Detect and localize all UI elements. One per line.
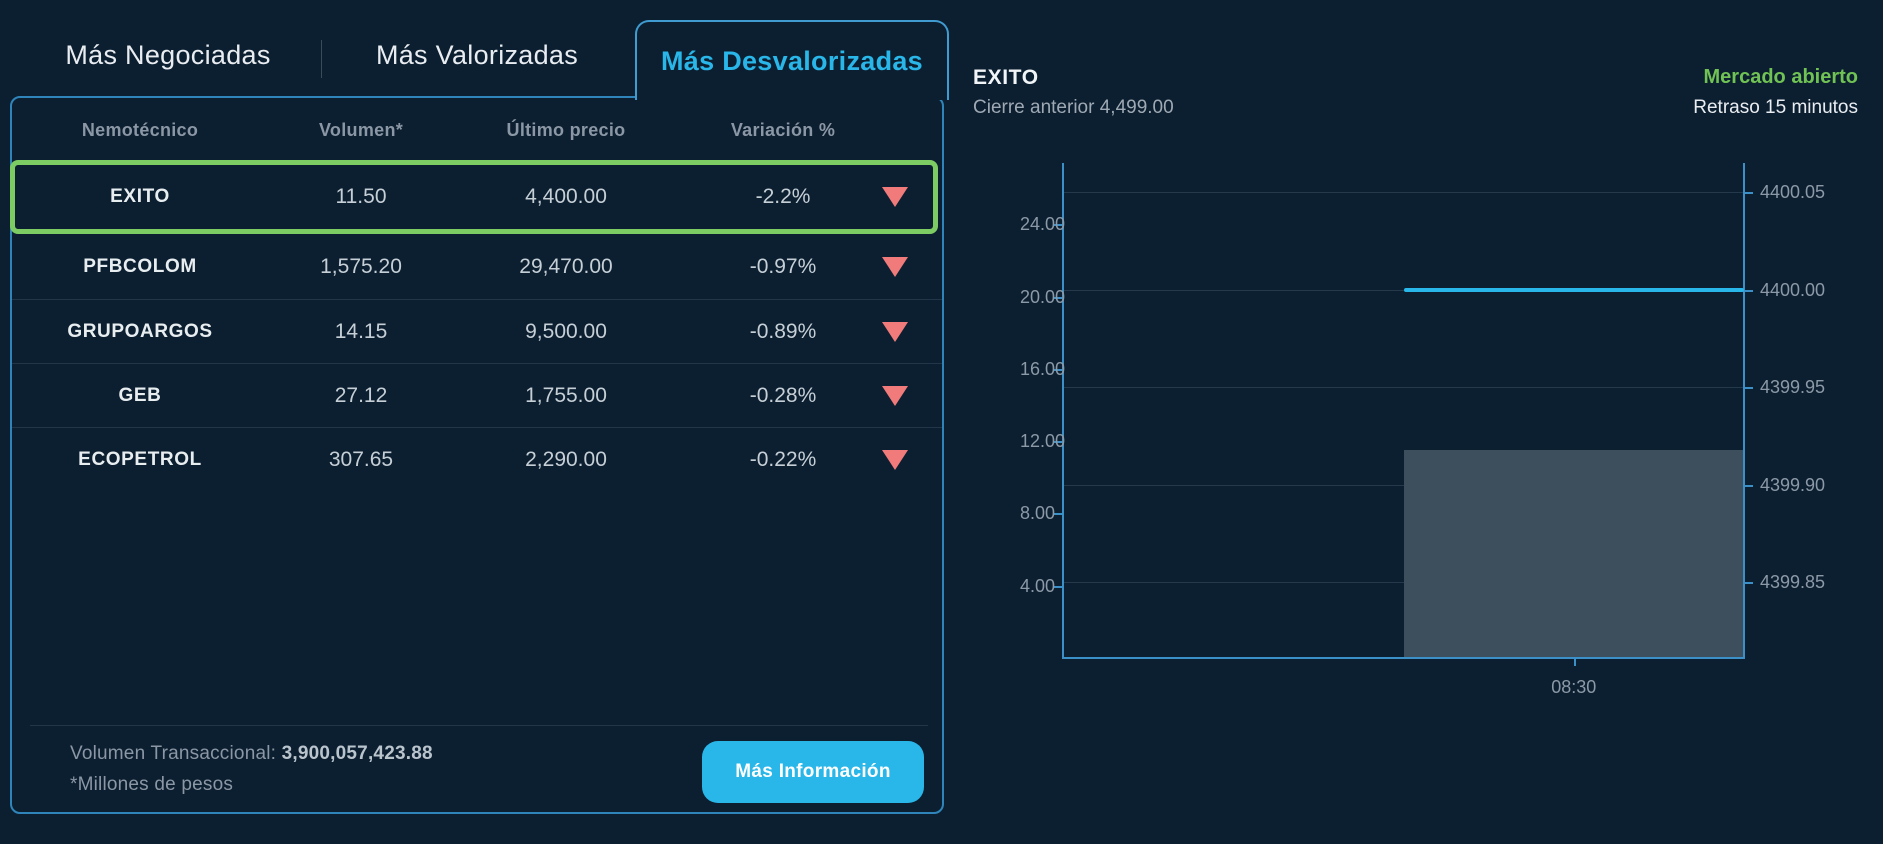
right-axis-tick	[1744, 387, 1753, 390]
right-axis-tick-label: 4400.05	[1760, 182, 1826, 203]
market-status-badge: Mercado abierto	[1703, 66, 1858, 88]
delay-note: Retraso 15 minutos	[1693, 97, 1858, 118]
cell-price: 29,470.00	[519, 255, 613, 278]
down-triangle-icon	[882, 257, 908, 277]
cell-symbol: ECOPETROL	[78, 448, 202, 470]
cell-symbol: GEB	[118, 384, 162, 406]
price-volume-chart: 4.00 8.00 12.00 16.00 20.00 24.00 4399.85 4399.…	[1020, 140, 1880, 720]
down-triangle-icon	[882, 322, 908, 342]
column-header-variacion: Variación %	[730, 120, 836, 140]
down-triangle-icon	[882, 187, 908, 207]
active-tab-label: Más Desvalorizadas	[660, 45, 924, 76]
millions-note: *Millones de pesos	[70, 774, 234, 795]
left-axis-tick-label: 4.00	[1020, 575, 1056, 596]
cell-volume: 27.12	[334, 383, 388, 407]
cell-change: -0.22%	[749, 447, 817, 471]
table-row-exito[interactable]: EXITO 11.50 4,400.00 -2.2%	[12, 161, 942, 233]
right-axis-tick	[1744, 484, 1753, 487]
cell-price: 2,290.00	[525, 447, 607, 471]
tab-mas-valorizadas[interactable]: Más Valorizadas	[375, 40, 579, 70]
quote-prev-close: Cierre anterior 4,499.00	[973, 97, 1174, 119]
cell-change: -0.28%	[749, 383, 817, 407]
right-axis-tick	[1744, 289, 1753, 292]
cell-change: -0.89%	[749, 319, 817, 343]
table-row-ecopetrol[interactable]: ECOPETROL 307.65 2,290.00 -0.22%	[12, 427, 942, 491]
x-axis-tick-label: 08:30	[1551, 677, 1597, 697]
footer-divider	[30, 725, 928, 726]
transactional-volume: Volumen Transaccional: 3,900,057,423.88	[70, 743, 433, 765]
column-header-nemotecnico: Nemotécnico	[81, 120, 199, 140]
table-row-geb[interactable]: GEB 27.12 1,755.00 -0.28%	[12, 363, 942, 427]
prev-close-value: 4,499.00	[1099, 97, 1174, 118]
cell-volume: 307.65	[328, 447, 394, 471]
left-axis-tick	[1054, 224, 1063, 227]
cell-change: -0.97%	[749, 255, 817, 278]
cell-change: -2.2%	[755, 185, 811, 208]
table-row-grupoargos[interactable]: GRUPOARGOS 14.15 9,500.00 -0.89%	[12, 299, 942, 363]
right-axis-tick-label: 4400.00	[1760, 279, 1826, 300]
price-line	[1403, 287, 1744, 292]
right-axis-tick-label: 4399.85	[1760, 571, 1826, 592]
prev-close-label: Cierre anterior	[973, 97, 1100, 118]
gridline	[1063, 387, 1744, 389]
right-axis-tick-label: 4399.95	[1760, 377, 1826, 398]
transactional-volume-label: Volumen Transaccional:	[70, 743, 277, 764]
cell-volume: 1,575.20	[320, 255, 402, 278]
movers-panel: Nemotécnico Volumen* Último precio Varia…	[10, 96, 944, 814]
left-axis-tick-label: 20.00	[1020, 286, 1066, 307]
column-header-ultimo-precio: Último precio	[506, 120, 626, 140]
table-row-pfbcolom[interactable]: PFBCOLOM 1,575.20 29,470.00 -0.97%	[12, 235, 942, 299]
right-axis-tick	[1744, 581, 1753, 584]
right-axis-tick	[1744, 192, 1753, 195]
down-triangle-icon	[882, 450, 908, 470]
left-axis-tick-label: 12.00	[1020, 431, 1066, 452]
right-axis-line	[1743, 163, 1745, 658]
cell-price: 4,400.00	[525, 185, 607, 208]
left-axis-tick	[1054, 368, 1063, 371]
left-axis-tick	[1054, 585, 1063, 588]
cell-volume: 14.15	[334, 319, 388, 343]
cell-symbol: GRUPOARGOS	[67, 320, 213, 342]
more-info-button[interactable]: Más Información	[702, 741, 924, 803]
quote-symbol: EXITO	[973, 66, 1039, 89]
left-axis-tick	[1054, 296, 1063, 299]
down-triangle-icon	[882, 386, 908, 406]
left-axis-tick	[1054, 441, 1063, 444]
gridline	[1063, 192, 1744, 194]
x-axis-tick	[1573, 658, 1576, 666]
transactional-volume-value: 3,900,057,423.88	[281, 743, 433, 764]
bottom-axis-line	[1062, 657, 1745, 659]
tab-divider	[321, 40, 322, 78]
left-axis-tick-label: 16.00	[1020, 358, 1066, 379]
column-header-volumen: Volumen*	[318, 120, 404, 140]
tab-mas-negociadas[interactable]: Más Negociadas	[65, 40, 271, 70]
cell-symbol: PFBCOLOM	[83, 256, 197, 277]
tab-mas-desvalorizadas[interactable]: Más Desvalorizadas	[635, 20, 949, 100]
left-axis-tick	[1054, 513, 1063, 516]
left-axis-line	[1062, 163, 1064, 658]
left-axis-tick-label: 24.00	[1020, 214, 1066, 235]
left-axis-tick-label: 8.00	[1020, 503, 1056, 524]
right-axis-tick-label: 4399.90	[1760, 474, 1826, 495]
volume-bar	[1403, 450, 1744, 658]
cell-symbol: EXITO	[110, 186, 170, 207]
cell-price: 1,755.00	[525, 383, 607, 407]
cell-volume: 11.50	[335, 185, 387, 208]
cell-price: 9,500.00	[525, 319, 607, 343]
